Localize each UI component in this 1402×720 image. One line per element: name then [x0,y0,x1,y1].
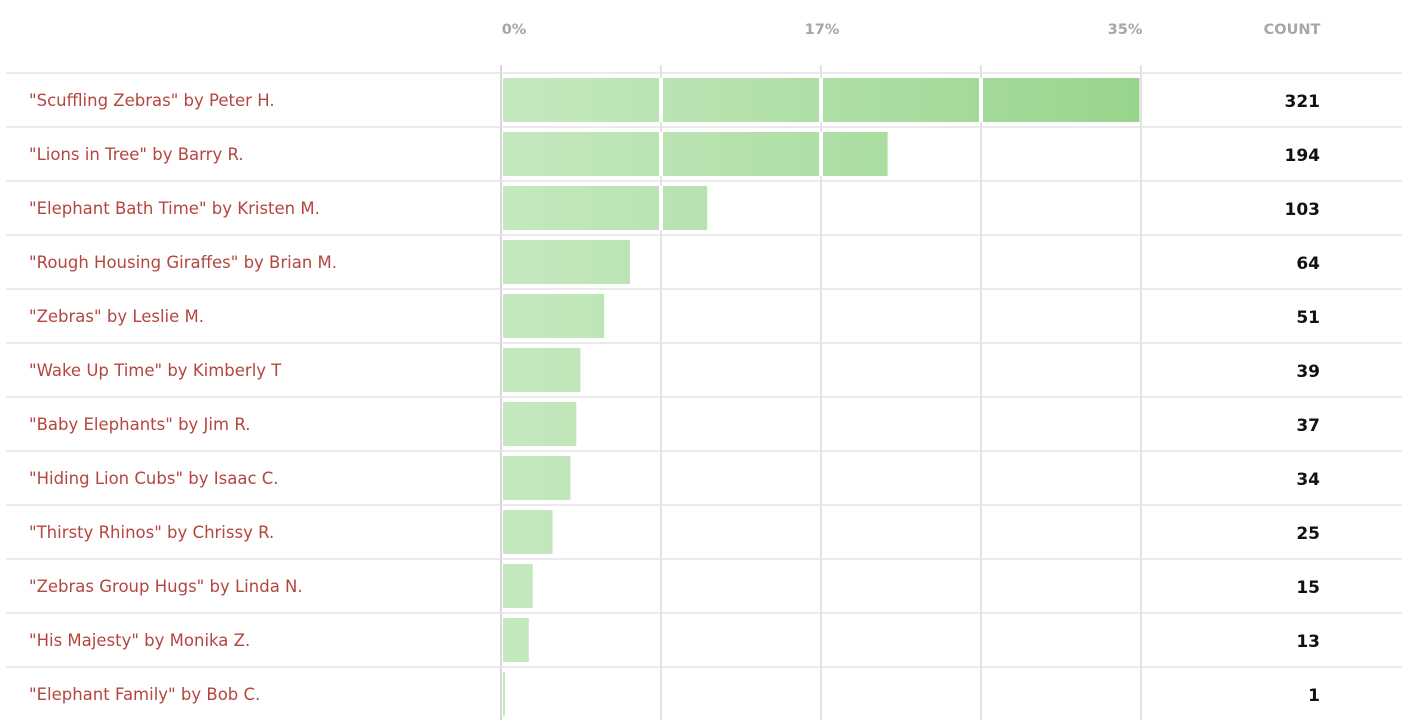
bar [503,510,553,554]
chart-row: "Hiding Lion Cubs" by Isaac C. 34 [6,456,1402,506]
chart-row: "Zebras Group Hugs" by Linda N. 15 [6,564,1402,614]
chart-row: "Scuffling Zebras" by Peter H. 321 [6,78,1402,128]
bar [503,294,605,338]
chart-row: "Thirsty Rhinos" by Chrissy R. 25 [6,510,1402,560]
category-label: "Zebras" by Leslie M. [29,307,204,326]
chart-row: "His Majesty" by Monika Z. 13 [6,618,1402,668]
count-value: 103 [1285,200,1321,220]
category-label: "Baby Elephants" by Jim R. [29,415,250,434]
category-label: "His Majesty" by Monika Z. [29,631,250,650]
chart-row: "Wake Up Time" by Kimberly T 39 [6,348,1402,398]
bar [503,456,571,500]
category-label: "Thirsty Rhinos" by Chrissy R. [29,523,274,542]
bar [503,348,581,392]
axis-tick-label: 17% [805,22,840,38]
axis-tick-label: 35% [1108,22,1143,38]
category-label: "Zebras Group Hugs" by Linda N. [29,577,303,596]
count-value: 321 [1285,92,1321,112]
chart-header: 0% 17% 35% COUNT [502,22,1321,38]
count-value: 64 [1296,254,1320,274]
count-value: 13 [1296,632,1320,652]
count-value: 1 [1308,686,1320,706]
count-value: 194 [1285,146,1321,166]
category-label: "Wake Up Time" by Kimberly T [29,361,282,380]
chart-row: "Elephant Family" by Bob C. 1 [29,672,1320,716]
count-value: 34 [1296,470,1320,490]
chart-row: "Lions in Tree" by Barry R. 194 [6,132,1402,182]
count-value: 15 [1296,578,1320,598]
category-label: "Lions in Tree" by Barry R. [29,145,244,164]
bar [503,240,630,284]
count-value: 51 [1296,308,1320,328]
bar [503,132,888,176]
chart-row: "Rough Housing Giraffes" by Brian M. 64 [6,240,1402,290]
category-label: "Elephant Family" by Bob C. [29,685,260,704]
chart-rows: "Scuffling Zebras" by Peter H. 321 "Lions … [6,78,1402,716]
category-label: "Elephant Bath Time" by Kristen M. [29,199,320,218]
bar [503,186,708,230]
category-label: "Scuffling Zebras" by Peter H. [29,91,275,110]
chart-row: "Elephant Bath Time" by Kristen M. 103 [6,186,1402,236]
count-value: 37 [1296,416,1320,436]
bar [503,402,577,446]
category-label: "Hiding Lion Cubs" by Isaac C. [29,469,279,488]
count-value: 25 [1296,524,1320,544]
chart-row: "Baby Elephants" by Jim R. 37 [6,402,1402,452]
bar [503,672,505,716]
count-column-header: COUNT [1264,22,1321,38]
bar [503,618,529,662]
count-value: 39 [1296,362,1320,382]
bar [503,564,533,608]
chart-row: "Zebras" by Leslie M. 51 [6,294,1402,344]
category-label: "Rough Housing Giraffes" by Brian M. [29,253,337,272]
axis-tick-label: 0% [502,22,527,38]
